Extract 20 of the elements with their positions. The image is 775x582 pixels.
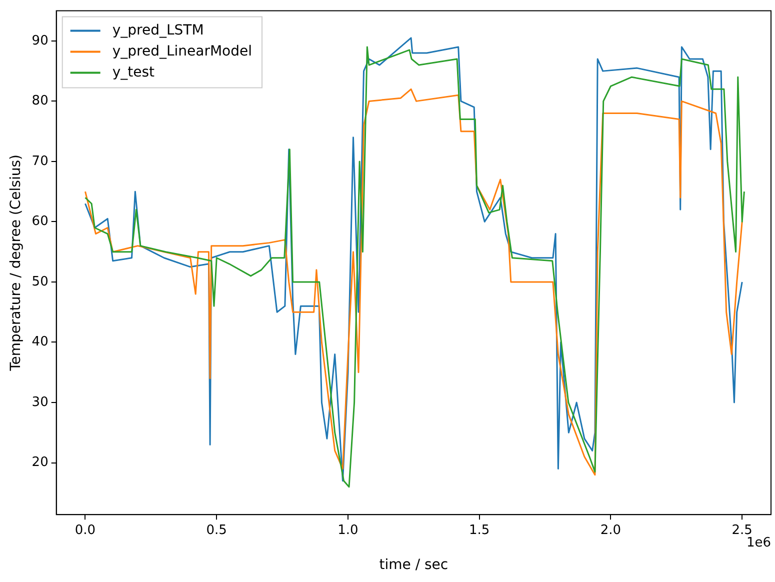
legend-label: y_pred_LinearModel [112,43,252,60]
y-tick-label: 70 [32,154,48,169]
y-tick-label: 90 [32,33,48,48]
y-tick-label: 40 [32,334,48,350]
y-tick-label: 20 [32,455,48,470]
x-tick-label: 2.5 [732,522,752,538]
legend-label: y_pred_LSTM [112,22,204,38]
y-tick-label: 30 [32,394,48,410]
x-tick-label: 1.5 [469,522,490,538]
text: 1e6 [746,535,771,550]
y-tick-label: 80 [32,94,48,109]
y-axis-title: Temperature / degree (Celsius) [8,154,24,372]
x-tick-label: 1.0 [338,522,358,538]
y-tick-label: 50 [32,274,48,290]
x-tick-label: 0.5 [206,522,227,538]
x-axis-title: time / sec [379,557,448,574]
legend-label: y_test [112,64,156,80]
x-tick-label: 0.0 [74,522,96,538]
x-tick-label: 2.0 [600,522,622,538]
y-tick-label: 60 [32,214,48,230]
